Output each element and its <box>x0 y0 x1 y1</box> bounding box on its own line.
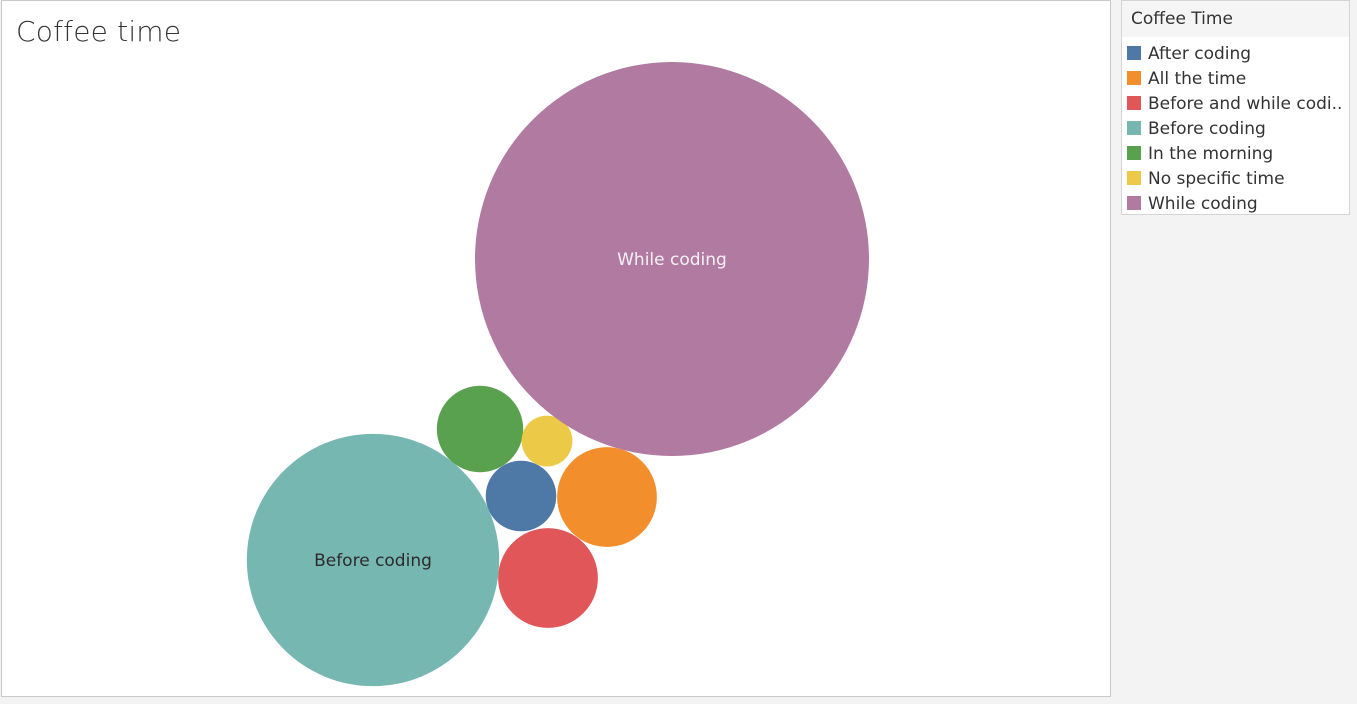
chart-panel: Coffee time Before coding While coding <box>1 0 1111 697</box>
bubble-before-coding[interactable] <box>246 433 500 687</box>
legend-swatch <box>1127 170 1141 185</box>
chart-title: Coffee time <box>16 15 182 48</box>
legend-title: Coffee Time <box>1122 1 1349 37</box>
bubble-in-the-morning[interactable] <box>436 385 524 473</box>
legend-label: While coding <box>1148 193 1258 214</box>
legend-item[interactable]: All the time <box>1122 66 1349 91</box>
legend-swatch <box>1127 145 1141 160</box>
legend-swatch <box>1127 95 1141 110</box>
legend: Coffee Time After coding All the time Befo… <box>1121 0 1350 215</box>
legend-item[interactable]: No specific time <box>1122 166 1349 191</box>
bubble-all-the-time[interactable] <box>557 447 657 547</box>
bubble-label: Before coding <box>314 551 432 571</box>
legend-swatch <box>1127 195 1141 210</box>
legend-label: After coding <box>1148 43 1252 64</box>
legend-label: All the time <box>1148 68 1247 89</box>
legend-item[interactable]: In the morning <box>1122 141 1349 166</box>
legend-list: After coding All the time Before and while… <box>1122 37 1349 216</box>
legend-swatch <box>1127 45 1141 60</box>
legend-item[interactable]: While coding <box>1122 191 1349 216</box>
legend-item[interactable]: Before coding <box>1122 116 1349 141</box>
bubble-chart: Before coding While coding <box>246 62 869 687</box>
legend-label: In the morning <box>1148 143 1274 164</box>
legend-swatch <box>1127 120 1141 135</box>
legend-swatch <box>1127 70 1141 85</box>
bubble-label: While coding <box>617 250 727 270</box>
bubble-while-coding[interactable] <box>475 62 869 456</box>
bubble-no-specific-time[interactable] <box>521 415 573 467</box>
legend-label: Before coding <box>1148 118 1266 139</box>
bubble-before-and-while-codi[interactable] <box>498 528 598 628</box>
bubble-after-coding[interactable] <box>485 460 557 532</box>
legend-item[interactable]: After coding <box>1122 41 1349 66</box>
legend-label: Before and while codi.. <box>1148 93 1343 114</box>
legend-item[interactable]: Before and while codi.. <box>1122 91 1349 116</box>
legend-label: No specific time <box>1148 168 1285 189</box>
